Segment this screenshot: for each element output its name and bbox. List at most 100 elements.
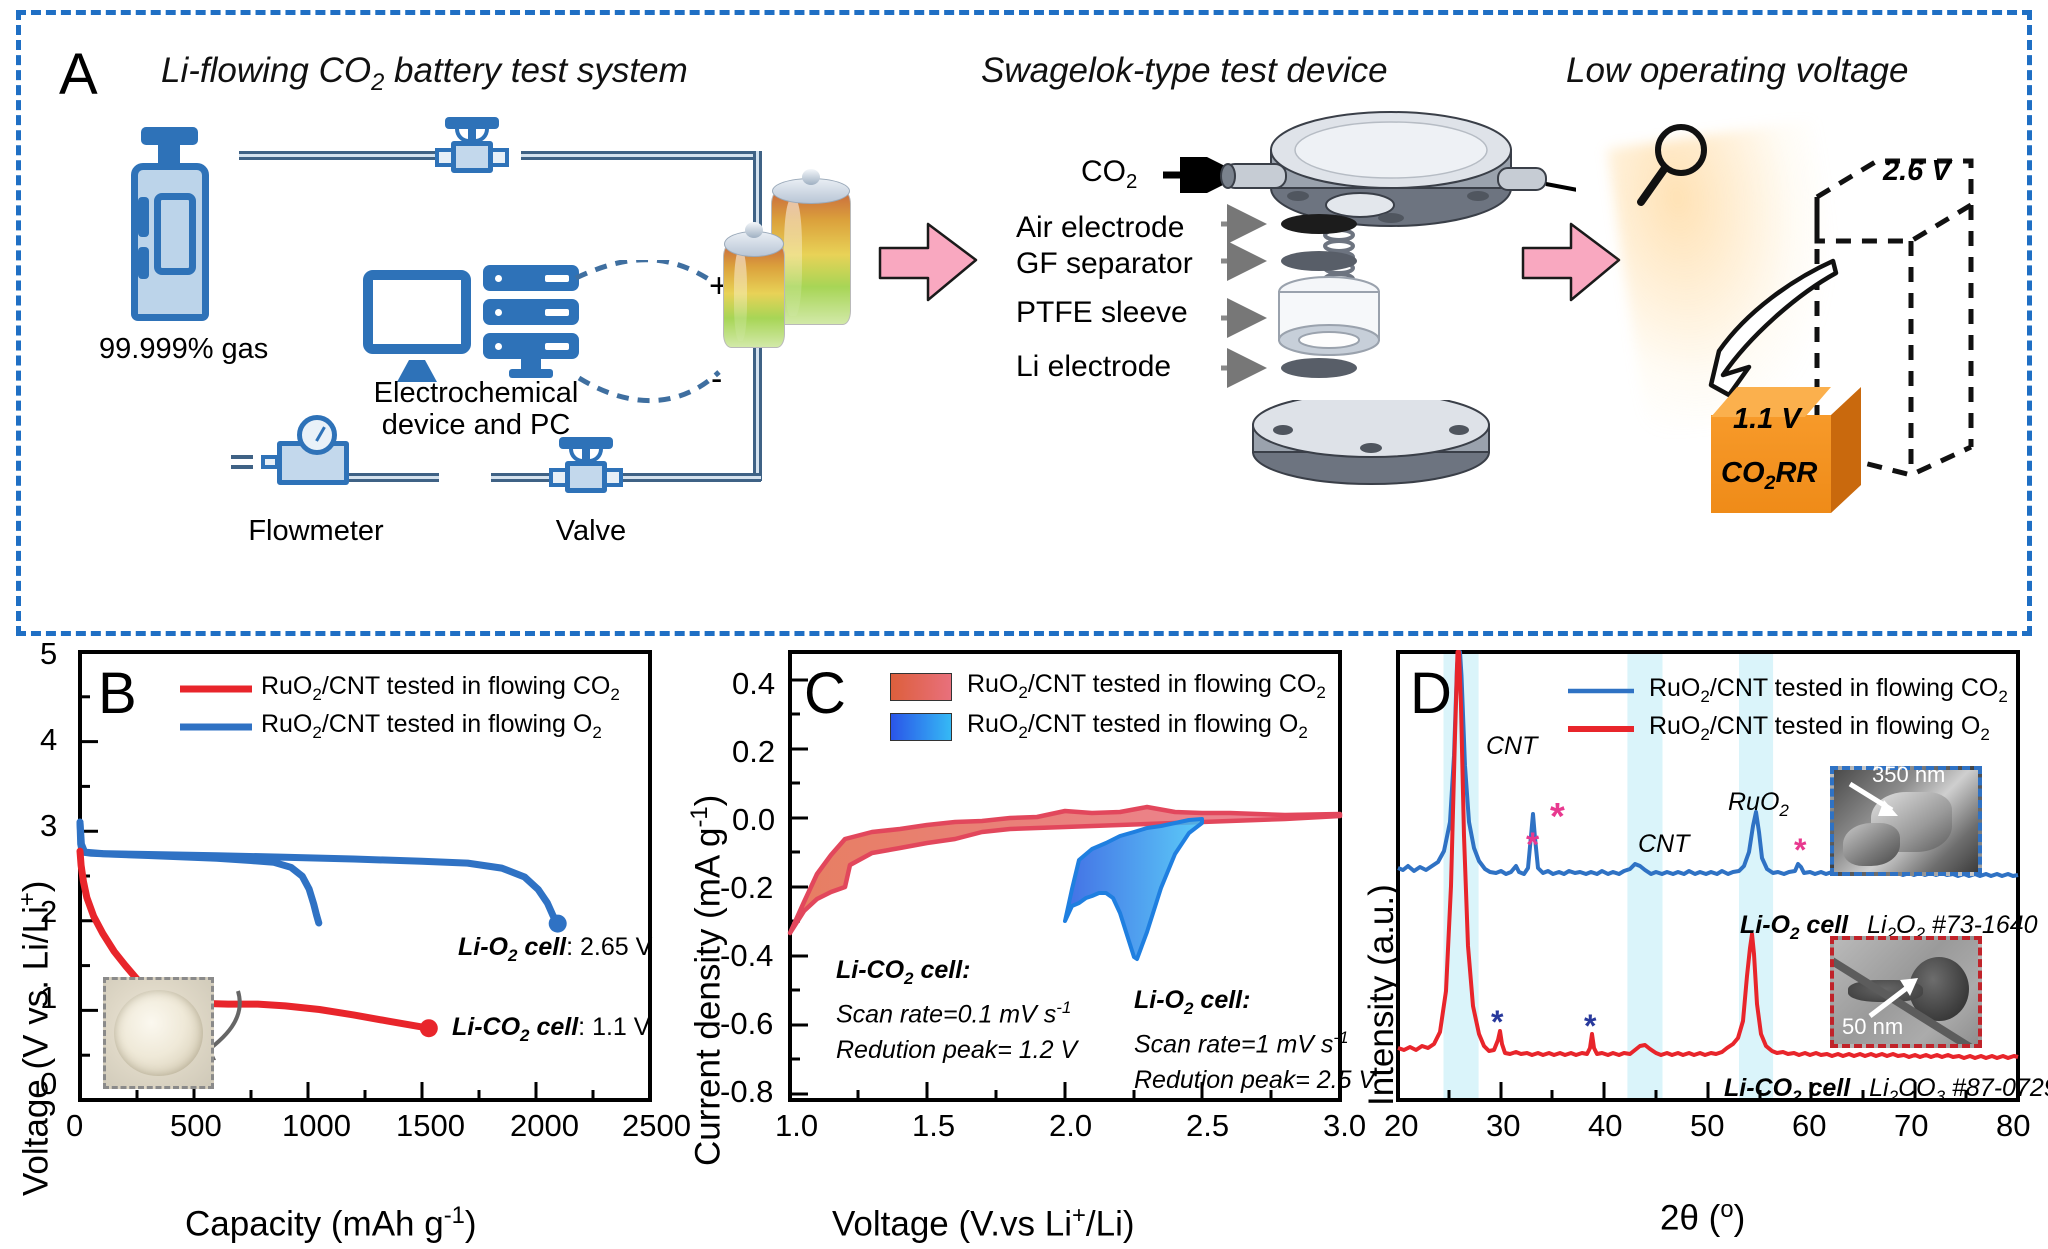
- panel-c-ytick--0.4: -0.4: [720, 938, 774, 973]
- panel-d-tem-inset-bottom: 50 nm: [1830, 936, 1982, 1048]
- panel-a-title-right: Low operating voltage: [1566, 51, 1909, 90]
- panel-b-xtick-0: 0: [66, 1108, 84, 1143]
- panel-b-ytick-5: 5: [40, 636, 58, 671]
- valve-icon-bottom: [549, 435, 623, 497]
- panel-c-ytick-0.0: 0.0: [732, 802, 776, 837]
- panel-b-ytick-4: 4: [40, 722, 58, 757]
- swagelok-parts-icons: [1221, 204, 1380, 388]
- pipe-top-left: [239, 151, 467, 160]
- panel-d-legend-item-1: RuO2/CNT tested in flowing O2: [1566, 712, 1990, 745]
- gas-purity-label: 99.999% gas: [99, 333, 269, 365]
- legend-swatch-line-blue: [180, 723, 252, 730]
- panel-c-cv-chart: Current density (mA g-1) Voltage (V.vs L…: [672, 636, 1375, 1249]
- panel-c-ytick-0.4: 0.4: [732, 666, 776, 701]
- panel-b-discharge-chart: Voltage (V vs. Li/Li+) Capacity (mAh g-1…: [0, 636, 691, 1249]
- panel-c-ytick-0.2: 0.2: [732, 734, 776, 769]
- part-label-gf-separator: GF separator: [1016, 247, 1193, 280]
- panel-c-xtick-4: 3.0: [1323, 1108, 1367, 1143]
- panel-b-ytick-2: 2: [40, 894, 58, 929]
- swagelok-base-icon: [1252, 400, 1490, 485]
- panel-d-xrd-chart: Intensity (a.u.) 2θ (o) 20 30 40 50 60 7…: [1348, 636, 2048, 1249]
- panel-d-asterisk-pink-3: *: [1794, 832, 1807, 868]
- panel-c-annotation-co2-line1: Scan rate=0.1 mV s-1: [836, 998, 1072, 1029]
- panel-d-xtick-6: 80: [1996, 1108, 2031, 1143]
- panel-b-xtick-2: 1000: [282, 1108, 351, 1143]
- panel-d-plot-area: [1396, 650, 2020, 1102]
- panel-d-xtick-1: 30: [1486, 1108, 1521, 1143]
- flowmeter-icon: [231, 415, 363, 489]
- pipe-top-right: [521, 151, 761, 160]
- panel-d-letter: D: [1410, 661, 1452, 726]
- panel-c-ytick--0.2: -0.2: [720, 870, 774, 905]
- panel-d-sem-scale-label: 350 nm: [1872, 762, 1946, 787]
- legend-swatch-box-red: [890, 672, 952, 701]
- valve-icon-top: [435, 115, 509, 177]
- legend-swatch-line-red-d: [1568, 725, 1634, 732]
- panel-b-annotation-co2-name: Li-CO2 cell: [452, 1013, 579, 1045]
- part-label-li-electrode: Li electrode: [1016, 350, 1172, 383]
- panel-c-plot-area: [787, 650, 1343, 1102]
- panel-a-title-middle: Swagelok-type test device: [981, 51, 1388, 90]
- wire-connections: [574, 260, 721, 404]
- panel-c-legend-item-1: RuO2/CNT tested in flowing O2: [890, 710, 1308, 743]
- panel-c-letter: C: [804, 661, 846, 726]
- panel-d-xtick-2: 40: [1588, 1108, 1623, 1143]
- panel-d-xtick-3: 50: [1690, 1108, 1725, 1143]
- panel-b-inset-photo: [103, 977, 214, 1089]
- panel-d-tem-scale-label: 50 nm: [1842, 1014, 1904, 1039]
- panel-b-legend-label-0: RuO2/CNT tested in flowing CO2: [260, 672, 620, 704]
- legend-swatch-box-blue: [890, 712, 952, 741]
- panel-b-xlabel: Capacity (mAh g-1): [185, 1202, 477, 1244]
- panel-c-ytick--0.6: -0.6: [720, 1006, 774, 1041]
- panel-d-trace-top-id: Li-O2 cell Li2O2 #73-1640: [1740, 911, 2038, 944]
- part-label-air-electrode: Air electrode: [1016, 211, 1185, 244]
- panel-d-xlabel: 2θ (o): [1660, 1196, 1746, 1238]
- panel-c-annotation-co2-title: Li-CO2 cell:: [836, 956, 971, 988]
- panel-d-sem-inset-top: 350 nm: [1830, 762, 1982, 876]
- pc-monitor-icon: [363, 270, 473, 385]
- panel-c-annotation-o2-line2: Redution peak= 2.5 V: [1134, 1066, 1376, 1094]
- panel-d-asterisk-pink-1: *: [1526, 826, 1540, 864]
- tem-scale-arrow-icon: [1868, 978, 1918, 1018]
- panel-c-annotation-co2-line2: Redution peak= 1.2 V: [836, 1036, 1078, 1064]
- panel-c-legend-item-0: RuO2/CNT tested in flowing CO2: [890, 670, 1326, 703]
- electrochemical-device-icon: [483, 265, 579, 383]
- co2-inlet-label: CO2: [1081, 155, 1138, 193]
- panel-c-ytick--0.8: -0.8: [720, 1074, 774, 1109]
- panel-b-xtick-5: 2500: [622, 1108, 691, 1143]
- panel-c-xlabel: Voltage (V.vs Li+/Li): [832, 1202, 1135, 1244]
- panel-d-legend-label-1: RuO2/CNT tested in flowing O2: [1648, 712, 1990, 744]
- pc-label-line1: Electrochemical: [373, 377, 579, 409]
- battery-icon-small: [723, 222, 785, 348]
- panel-b-annotation-co2: Li-CO2 cell: 1.1 V: [452, 1013, 650, 1046]
- panel-b-annotation-o2: Li-O2 cell: 2.65 V: [458, 933, 652, 966]
- panel-a-schematic: A Li-flowing CO2 battery test system Swa…: [16, 10, 2032, 636]
- panel-d-xtick-0: 20: [1384, 1108, 1419, 1143]
- panel-d-peak-label-cnt-1: CNT: [1486, 732, 1538, 760]
- panel-a-letter: A: [59, 42, 98, 107]
- swagelok-cap-icon: [1220, 111, 1576, 227]
- pipe-bottom-right: [491, 473, 761, 482]
- panel-b-legend-item-0: RuO2/CNT tested in flowing CO2: [178, 672, 620, 705]
- sem-scale-arrow-icon: [1848, 781, 1898, 816]
- down-curved-arrow-icon: [1708, 258, 1839, 398]
- pink-arrow-1-icon: [878, 222, 978, 302]
- panel-b-legend-label-1: RuO2/CNT tested in flowing O2: [260, 710, 602, 742]
- panel-b-ytick-1: 1: [40, 980, 58, 1015]
- panel-d-peak-label-ruo2: RuO2: [1728, 788, 1789, 820]
- panel-c-xtick-0: 1.0: [775, 1108, 819, 1143]
- panel-a-title-left-text: Li-flowing CO2 battery test system: [161, 51, 688, 96]
- pipe-bottom-left: [321, 473, 439, 482]
- panel-b-annotation-o2-name: Li-O2 cell: [458, 933, 567, 965]
- panel-d-legend-label-0: RuO2/CNT tested in flowing CO2: [1648, 674, 2008, 706]
- panel-d-peak-label-cnt-2: CNT: [1638, 830, 1690, 858]
- co2-inlet-arrow-icon: [1163, 157, 1243, 193]
- panel-b-ytick-3: 3: [40, 808, 58, 843]
- panel-c-annotation-o2-title: Li-O2 cell:: [1134, 986, 1251, 1018]
- voltage-low-label: 1.1 V: [1733, 403, 1801, 435]
- pc-label-line2: device and PC: [381, 409, 571, 442]
- panel-c-xtick-1: 1.5: [912, 1108, 956, 1143]
- panel-c-annotation-o2-line1: Scan rate=1 mV s-1: [1134, 1028, 1349, 1059]
- legend-swatch-line-red: [180, 685, 252, 692]
